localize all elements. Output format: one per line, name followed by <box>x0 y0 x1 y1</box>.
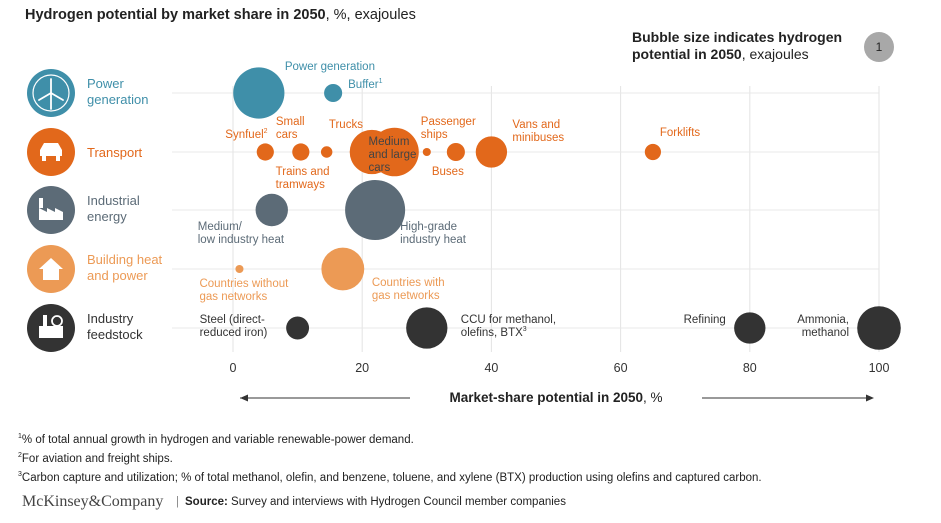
bubble-countries-without-gas-networks <box>235 264 244 274</box>
category-label-industry-feedstock: Industry feedstock <box>87 311 143 342</box>
bubble-label-trains-and-tramways: Trains and tramways <box>276 166 330 191</box>
bubble-label-buffer: Buffer1 <box>348 78 382 91</box>
bubble-label-ccu-for-methanol-olefins-btx: CCU for methanol, olefins, BTX3 <box>461 314 556 339</box>
bubble-label-small-cars: Small cars <box>276 116 305 141</box>
footnote-3: 3Carbon capture and utilization; % of to… <box>18 470 762 484</box>
axis-arrowhead-right <box>866 394 874 402</box>
source-note: | Source: Survey and interviews with Hydr… <box>176 496 566 508</box>
bubble-ccu-for-methanol-olefins-btx <box>406 307 448 349</box>
bubble-label-synfuel: Synfuel2 <box>225 128 267 141</box>
bubble-label-power-generation: Power generation <box>285 61 375 73</box>
bubble-buffer <box>324 83 343 103</box>
bubble-label-forklifts: Forklifts <box>660 127 701 139</box>
x-tick-label-60: 60 <box>614 361 628 375</box>
house-icon-glyph <box>39 258 63 280</box>
bubble-label-refining: Refining <box>684 314 726 326</box>
bubble-label-buses: Buses <box>432 166 464 178</box>
bubble-small-cars <box>292 143 310 161</box>
bubble-trains-and-tramways <box>320 146 333 158</box>
bubble-ammonia-methanol <box>857 306 901 350</box>
wind-turbine-icon-glyph <box>32 74 70 112</box>
car-icon-glyph <box>40 143 62 161</box>
x-axis-title: Market-share potential in 2050, % <box>449 390 662 405</box>
bubble-label-steel-direct-reduced-iron: Steel (direct-reduced iron) <box>200 314 268 339</box>
chart-title: Hydrogen potential by market share in 20… <box>25 7 416 23</box>
bubble-power-generation <box>233 67 285 119</box>
bubble-label-countries-with-gas-networks: Countries with gas networks <box>372 277 445 302</box>
bubble-chart: Power generation Transport Industrial energy… <box>27 61 901 405</box>
x-tick-label-0: 0 <box>230 361 237 375</box>
category-label-power-generation: Power generation <box>87 76 148 107</box>
x-tick-label-40: 40 <box>484 361 498 375</box>
x-tick-label-100: 100 <box>869 361 890 375</box>
bubble-label-medium-and-large-cars: Medium and large cars <box>369 136 417 174</box>
category-label-building-heat-and-power: Building heat and power <box>87 252 163 283</box>
bubble-forklifts <box>644 143 661 161</box>
bubble-refining <box>734 312 766 344</box>
footnote-1: 1% of total annual growth in hydrogen an… <box>18 433 414 446</box>
footnote-2: 2For aviation and freight ships. <box>18 451 173 465</box>
bubble-label-passenger-ships: Passenger ships <box>421 116 476 141</box>
bubble-buses <box>446 142 465 162</box>
bubble-medium-and-large-cars <box>370 127 419 177</box>
bubble-label-ammonia-methanol: Ammonia, methanol <box>797 314 849 339</box>
bubble-label-vans-and-minibuses: Vans and minibuses <box>512 119 564 144</box>
category-label-transport: Transport <box>87 145 143 160</box>
bubble-passenger-ships <box>422 147 431 157</box>
factory-icon-glyph <box>39 198 63 220</box>
brand-logo: McKinsey&Company <box>22 493 164 510</box>
chemical-plant-icon-glyph <box>39 315 63 338</box>
bubble-size-note: Bubble size indicates hydrogen potential… <box>632 29 843 62</box>
reference-bubble: 1 <box>864 32 894 62</box>
category-label-industrial-energy: Industrial energy <box>87 193 140 224</box>
bubble-label-countries-without-gas-networks: Countries without gas networks <box>199 278 289 303</box>
bubble-label-high-grade-industry-heat: High-grade industry heat <box>400 221 467 246</box>
x-tick-label-20: 20 <box>355 361 369 375</box>
bubble-label-trucks: Trucks <box>329 119 363 131</box>
bubble-synfuel <box>256 143 274 161</box>
axis-arrowhead-left <box>240 394 248 402</box>
bubble-vans-and-minibuses <box>475 136 508 168</box>
footnotes: 1% of total annual growth in hydrogen an… <box>18 429 762 485</box>
x-tick-label-80: 80 <box>743 361 757 375</box>
bubble-steel-direct-reduced-iron <box>286 316 310 340</box>
bubble-medium-low-industry-heat <box>255 193 288 227</box>
bubble-label-medium-low-industry-heat: Medium/low industry heat <box>198 221 285 246</box>
bubble-high-grade-industry-heat <box>345 179 406 241</box>
bubble-countries-with-gas-networks <box>321 247 365 291</box>
